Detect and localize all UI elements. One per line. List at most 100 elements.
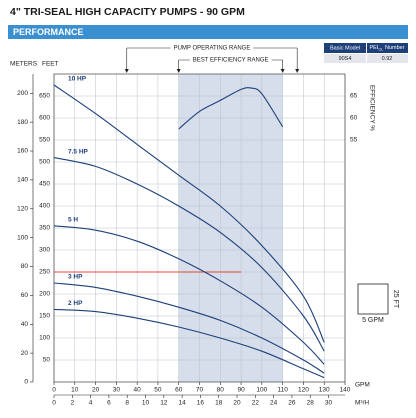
best-efficiency-arrowhead (176, 69, 181, 73)
y-tick-label: 400 (39, 203, 50, 210)
best-efficiency-label-bg (189, 56, 272, 64)
x-tick-label: 140 (340, 387, 351, 394)
x2-tick-label: 18 (215, 400, 223, 407)
y3-tick-label: 160 (17, 148, 28, 155)
model-table: Basic Model PEICL Number 90S4 0.92 (324, 43, 408, 63)
table-header: Basic Model (330, 45, 360, 51)
chart-title: 4" TRI-SEAL HIGH CAPACITY PUMPS - 90 GPM (10, 6, 245, 18)
table-header-sub: CL (378, 47, 384, 52)
operating-range-arrowhead (124, 69, 129, 73)
x2-axis-label: M³/H (355, 400, 369, 407)
y3-axis-label: METERS (10, 61, 38, 68)
x2-tick-label: 28 (307, 400, 315, 407)
table-header-part: PEI (369, 45, 378, 51)
table-cell-text: 90S4 (339, 56, 352, 62)
x2-tick-label: 4 (89, 400, 93, 407)
x-tick-label: 100 (256, 387, 267, 394)
x2-tick-label: 10 (142, 400, 150, 407)
subtitle: PERFORMANCE (13, 27, 84, 37)
y-tick-label: 600 (39, 115, 50, 122)
x2-tick-label: 14 (178, 400, 186, 407)
y-tick-label: 150 (39, 313, 50, 320)
y-axis-label: FEET (42, 61, 59, 68)
operating-range-label: PUMP OPERATING RANGE (174, 46, 251, 52)
curve-label: 5 H (68, 217, 78, 224)
curve-label: 2 HP (68, 300, 83, 307)
scale-box (357, 283, 389, 315)
y-tick-label: 500 (39, 159, 50, 166)
x-tick-label: 40 (134, 387, 142, 394)
x2-tick-label: 24 (270, 400, 278, 407)
y3-tick-label: 100 (17, 234, 28, 241)
x-tick-label: 10 (71, 387, 79, 394)
y3-tick-label: 120 (17, 205, 28, 212)
y-tick-label: 650 (39, 93, 50, 100)
x2-tick-label: 2 (70, 400, 74, 407)
x-tick-label: 70 (196, 387, 204, 394)
y3-tick-label: 20 (21, 350, 29, 357)
y-tick-label: 100 (39, 335, 50, 342)
x-tick-label: 110 (277, 387, 288, 394)
table-header: PEICL Number (369, 45, 404, 51)
x-axis-label: GPM (355, 382, 370, 389)
scale-width: 5 GPM (362, 317, 384, 324)
curve-label: 10 HP (68, 76, 87, 83)
x2-tick-label: 20 (233, 400, 241, 407)
y2-tick-label: 60 (350, 115, 358, 122)
y3-tick-label: 0 (24, 379, 28, 386)
y2-axis-label: EFFICIENCY % (368, 85, 375, 131)
curve (53, 84, 325, 343)
y3-tick-label: 40 (21, 321, 29, 328)
operating-range-arrowhead (295, 69, 300, 73)
curve (53, 282, 325, 374)
y-tick-label: 250 (39, 269, 50, 276)
curve (53, 157, 325, 352)
x-tick-label: 90 (237, 387, 245, 394)
y2-tick-label: 65 (350, 93, 358, 100)
table-header-cell (324, 43, 366, 53)
curve (178, 87, 284, 130)
y-tick-label: 300 (39, 247, 50, 254)
table-header-part: Number (383, 45, 404, 51)
y-tick-label: 200 (39, 291, 50, 298)
x2-tick-label: 12 (160, 400, 168, 407)
curve-label: 3 HP (68, 274, 83, 281)
best-efficiency-arrowhead (280, 69, 285, 73)
x-tick-label: 0 (52, 387, 56, 394)
scale-height: 25 FT (392, 290, 399, 309)
y3-tick-label: 60 (21, 292, 29, 299)
table-header-cell (367, 43, 408, 53)
best-efficiency-label: BEST EFFICIENCY RANGE (193, 58, 269, 64)
y3-tick-label: 200 (17, 90, 28, 97)
x-tick-label: 130 (319, 387, 330, 394)
x-tick-label: 20 (92, 387, 100, 394)
x-tick-label: 50 (154, 387, 162, 394)
subtitle-bar (8, 25, 408, 39)
y3-tick-label: 180 (17, 119, 28, 126)
x2-tick-label: 26 (288, 400, 296, 407)
x2-tick-label: 8 (125, 400, 129, 407)
table-cell (367, 54, 408, 63)
plot-frame (53, 73, 346, 383)
x2-tick-label: 22 (252, 400, 260, 407)
y3-tick-label: 80 (21, 263, 29, 270)
y-tick-label: 550 (39, 137, 50, 144)
x2-tick-label: 30 (325, 400, 333, 407)
y-tick-label: 350 (39, 225, 50, 232)
curve (53, 225, 325, 365)
x-tick-label: 30 (113, 387, 121, 394)
table-cell (324, 54, 366, 63)
curve (53, 308, 325, 379)
y-tick-label: 450 (39, 181, 50, 188)
x-tick-label: 60 (175, 387, 183, 394)
table-cell-text: 0.92 (382, 56, 393, 62)
x2-tick-label: 0 (52, 400, 56, 407)
y3-tick-label: 140 (17, 177, 28, 184)
x-tick-label: 120 (298, 387, 309, 394)
x2-tick-label: 6 (107, 400, 111, 407)
operating-range-label-bg (170, 44, 254, 52)
x2-tick-label: 16 (197, 400, 205, 407)
y-tick-label: 50 (43, 357, 51, 364)
x-tick-label: 80 (217, 387, 225, 394)
